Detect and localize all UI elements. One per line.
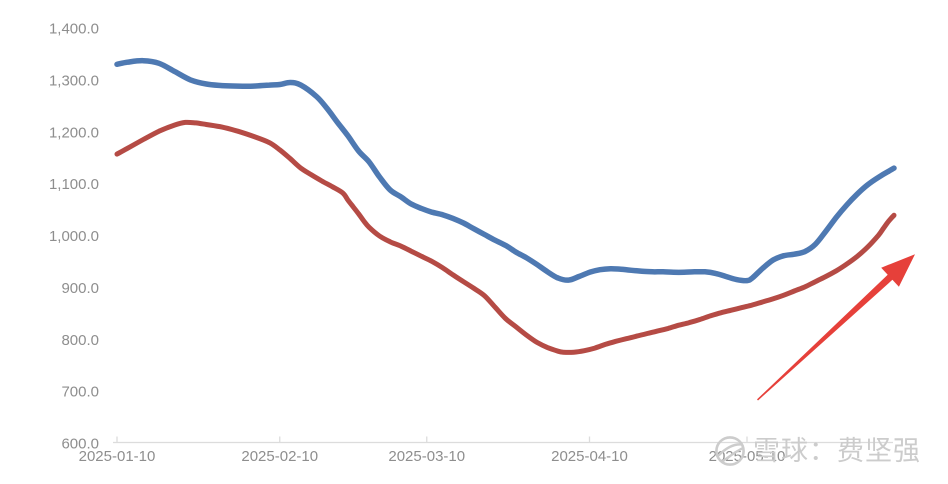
x-tick-label: 2025-02-10 xyxy=(241,448,318,465)
x-tick-label: 2025-01-10 xyxy=(79,448,156,465)
x-axis: 2025-01-10 2025-02-10 2025-03-10 2025-04-10… xyxy=(79,436,893,465)
y-tick-label: 1,100.0 xyxy=(49,176,99,193)
chart-series xyxy=(114,57,897,355)
series-path-red-line xyxy=(114,119,897,355)
y-tick-label: 1,000.0 xyxy=(49,228,99,245)
y-tick-label: 700.0 xyxy=(61,384,99,401)
x-tick-label: 2025-05-10 xyxy=(709,448,786,465)
y-tick-label: 900.0 xyxy=(61,280,99,297)
y-tick-label: 1,300.0 xyxy=(49,72,99,89)
y-axis: 1,400.0 1,300.0 1,200.0 1,100.0 1,000.0 900.0… xyxy=(49,21,99,453)
y-tick-label: 1,200.0 xyxy=(49,124,99,141)
y-tick-label: 600.0 xyxy=(61,436,99,453)
series-path-blue-line xyxy=(114,57,897,284)
x-tick-label: 2025-04-10 xyxy=(551,448,628,465)
x-tick-label: 2025-03-10 xyxy=(388,448,465,465)
arrow-polygon xyxy=(757,254,915,401)
trend-arrow-annotation xyxy=(757,254,915,401)
y-tick-label: 800.0 xyxy=(61,332,99,349)
y-tick-label: 1,400.0 xyxy=(49,21,99,38)
